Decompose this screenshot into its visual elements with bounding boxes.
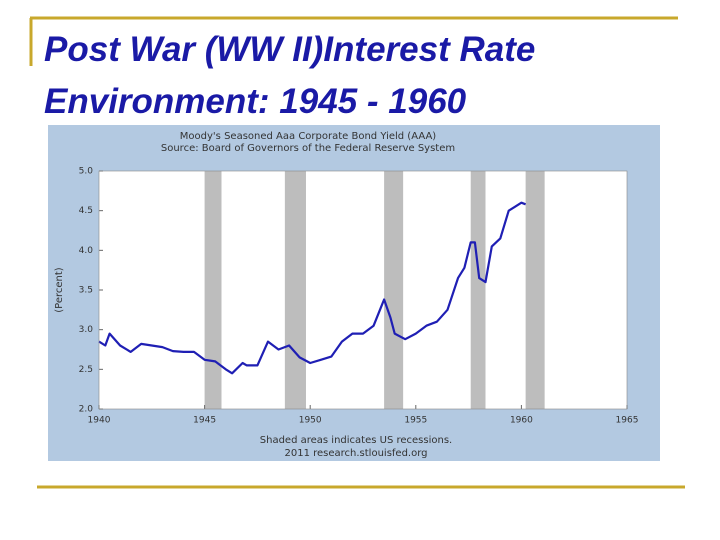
recession-band [384, 171, 404, 409]
y-tick-label: 3.5 [79, 286, 93, 296]
chart-note: 2011 research.stlouisfed.org [284, 448, 427, 459]
chart: Moody's Seasoned Aaa Corporate Bond Yiel… [48, 125, 660, 461]
recession-band [284, 171, 306, 409]
chart-note: Shaded areas indicates US recessions. [260, 435, 452, 446]
x-tick-label: 1955 [404, 416, 427, 426]
y-tick-label: 4.5 [79, 206, 93, 216]
y-tick-label: 3.0 [79, 325, 94, 335]
x-tick-label: 1945 [193, 416, 216, 426]
y-tick-label: 4.0 [79, 246, 94, 256]
slide-title: Post War (WW II)Interest Rate [44, 30, 536, 69]
y-tick-label: 2.0 [79, 405, 94, 415]
chart-title: Moody's Seasoned Aaa Corporate Bond Yiel… [180, 131, 436, 142]
recession-band [204, 171, 222, 409]
chart-subtitle: Source: Board of Governors of the Federa… [161, 143, 455, 154]
y-tick-label: 2.5 [79, 365, 93, 375]
data-line [98, 201, 526, 375]
x-tick-label: 1940 [88, 416, 111, 426]
recession-band [470, 171, 486, 409]
x-tick-label: 1950 [299, 416, 322, 426]
slide-title: Environment: 1945 - 1960 [44, 82, 467, 121]
plot-area [99, 171, 627, 409]
y-axis-label: (Percent) [54, 267, 65, 313]
y-tick-label: 5.0 [79, 167, 94, 177]
recession-band [525, 171, 545, 409]
plot-border [98, 170, 628, 410]
x-tick-label: 1960 [510, 416, 533, 426]
x-tick-label: 1965 [616, 416, 639, 426]
